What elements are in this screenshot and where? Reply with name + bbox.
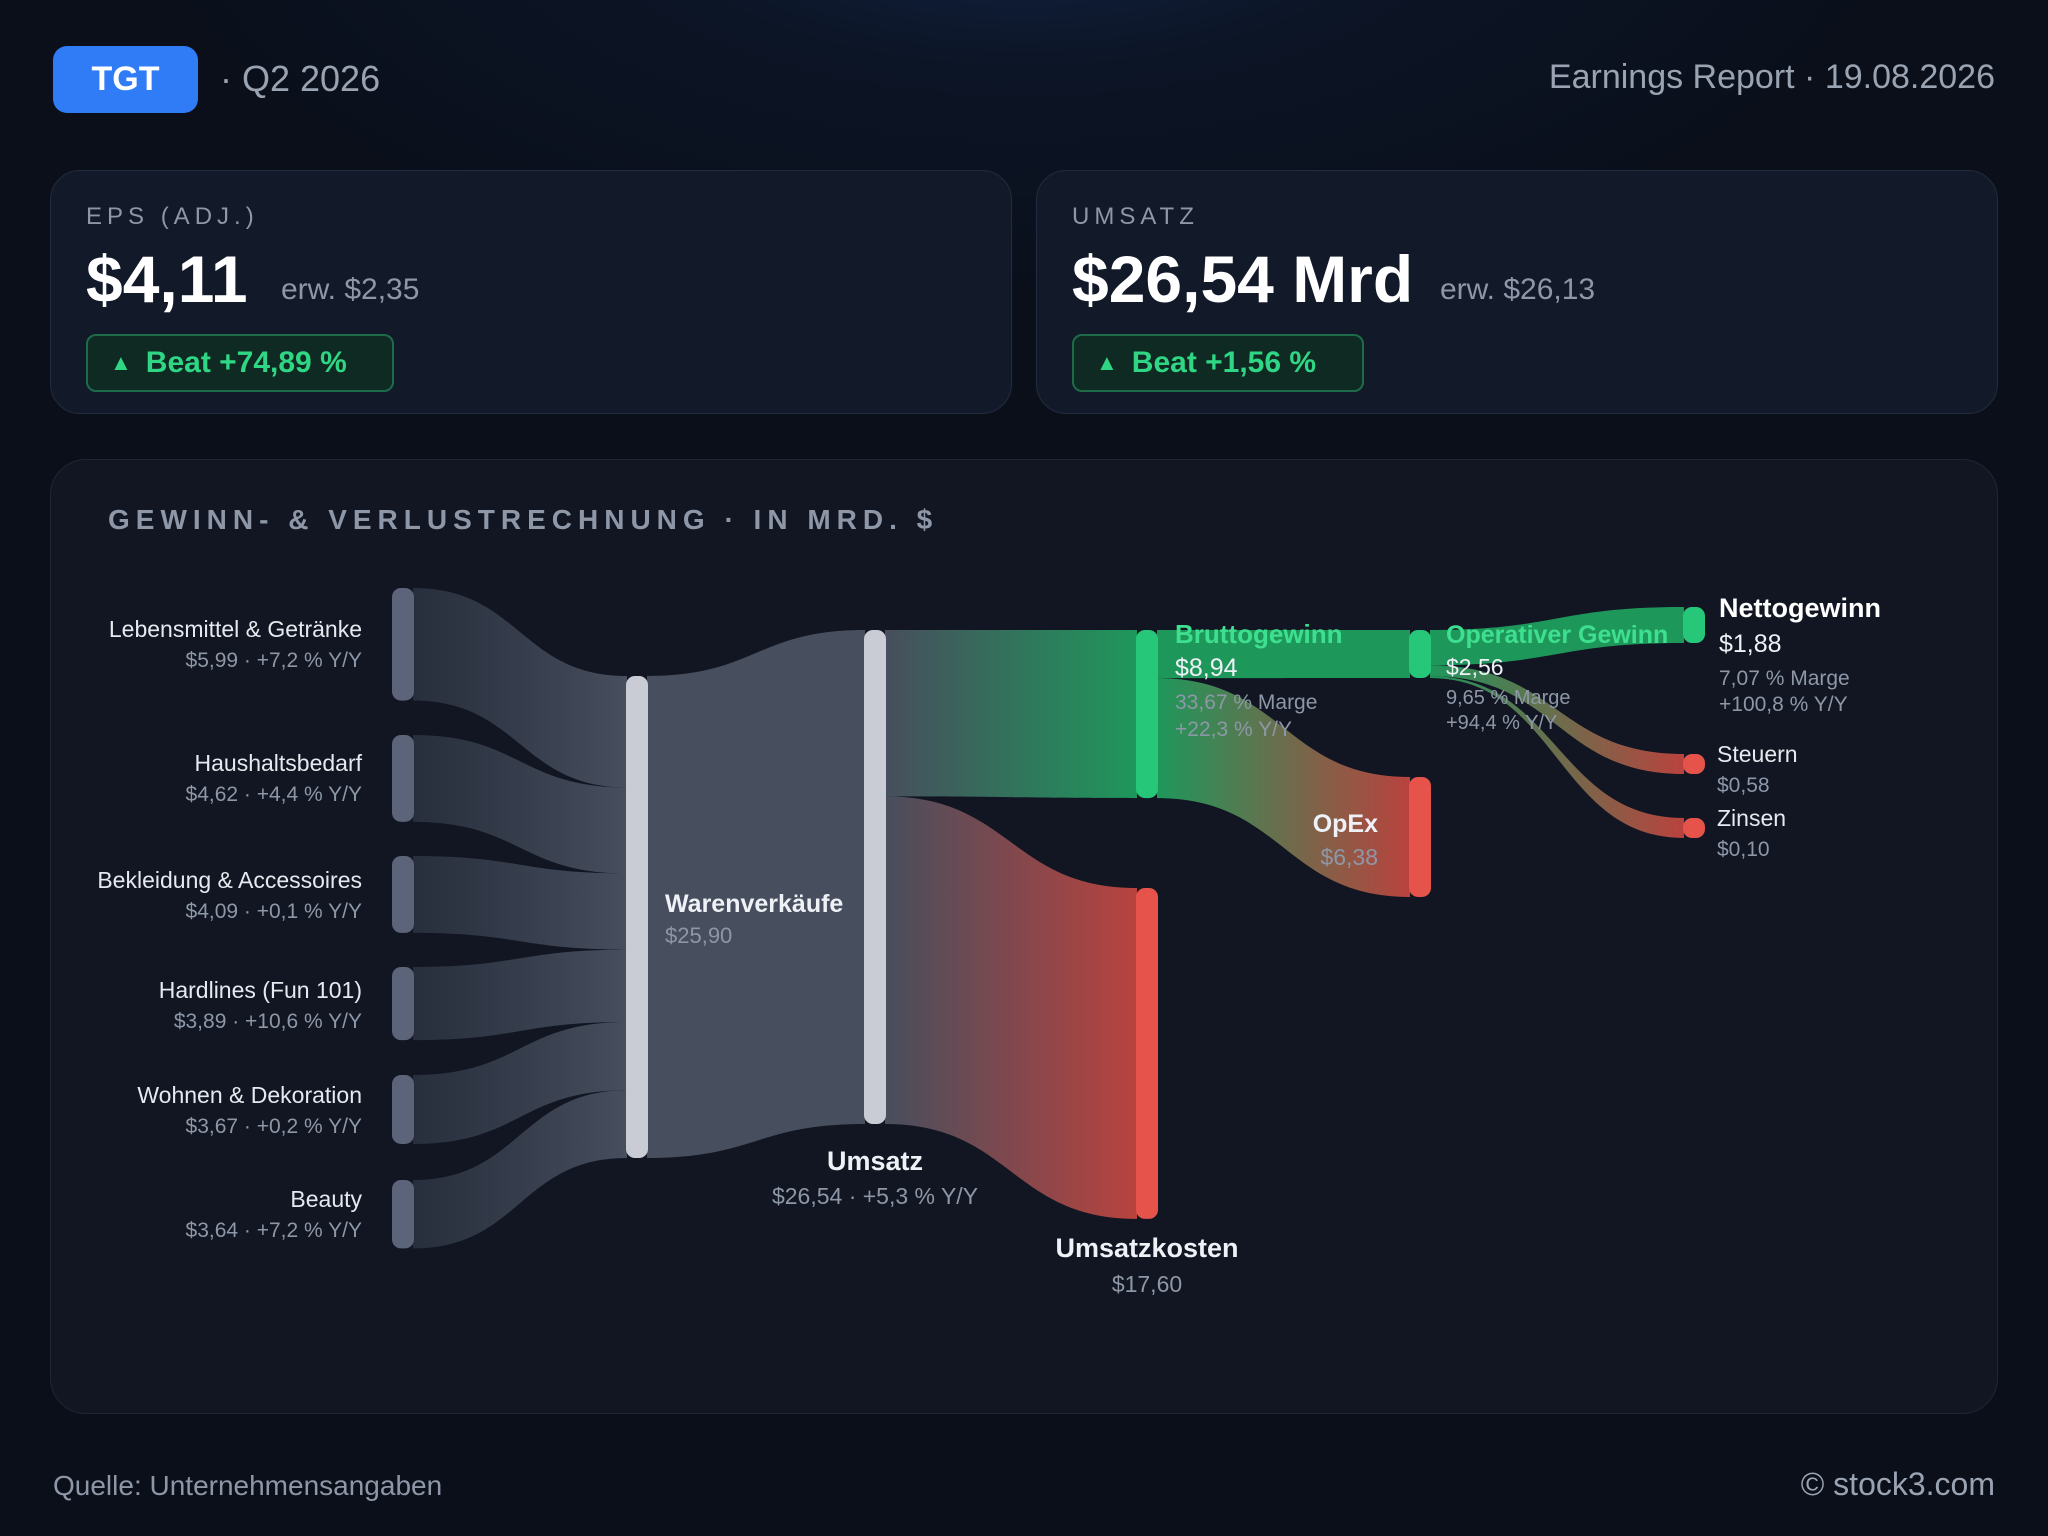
node-brutto	[1136, 630, 1158, 799]
eps-card: EPS (ADJ.) $4,11 erw. $2,35 ▲ Beat +74,8…	[50, 170, 1012, 414]
eps-beat-badge: ▲ Beat +74,89 %	[86, 334, 394, 392]
node-operativ	[1409, 630, 1431, 678]
margin-brutto: 33,67 % Marge	[1175, 691, 1317, 714]
label-waren: Warenverkäufe	[665, 890, 843, 918]
value-umsatz: $26,54 · +5,3 % Y/Y	[772, 1183, 978, 1209]
value-beauty: $3,64 · +7,2 % Y/Y	[186, 1219, 362, 1242]
link-lebensmittel-waren	[413, 588, 627, 788]
panel-title: GEWINN- & VERLUSTRECHNUNG · IN MRD. $	[108, 504, 939, 535]
label-brutto: Bruttogewinn	[1175, 619, 1343, 649]
triangle-up-icon: ▲	[1096, 350, 1118, 375]
eps-label: EPS (ADJ.)	[86, 203, 259, 230]
node-umsatz	[864, 630, 886, 1124]
link-operativ-steuern	[1430, 665, 1684, 774]
value-netto: $1,88	[1719, 630, 1782, 658]
link-waren-umsatz	[647, 630, 865, 1158]
label-zinsen: Zinsen	[1717, 805, 1786, 831]
yoy-netto: +100,8 % Y/Y	[1719, 693, 1848, 716]
eps-value: $4,11	[86, 242, 248, 316]
credit-note: © stock3.com	[1800, 1466, 1995, 1502]
revenue-label: UMSATZ	[1072, 203, 1199, 230]
link-umsatz-brutto	[885, 630, 1137, 799]
quarter-label: · Q2 2026	[220, 58, 381, 99]
link-brutto-opex	[1157, 678, 1410, 897]
label-haushalt: Haushaltsbedarf	[195, 750, 363, 776]
label-kosten: Umsatzkosten	[1055, 1233, 1238, 1263]
value-hardlines: $3,89 · +10,6 % Y/Y	[174, 1010, 362, 1033]
ticker-badge: TGT	[53, 46, 198, 113]
margin-netto: 7,07 % Marge	[1719, 667, 1850, 690]
yoy-operativ: +94,4 % Y/Y	[1446, 712, 1557, 734]
node-waren	[626, 676, 648, 1158]
label-beauty: Beauty	[290, 1186, 362, 1212]
link-operativ-netto	[1430, 607, 1684, 666]
label-steuern: Steuern	[1717, 741, 1798, 767]
triangle-up-icon: ▲	[110, 350, 132, 375]
node-opex	[1409, 777, 1431, 897]
node-hardlines	[392, 967, 414, 1041]
link-brutto-operativ	[1157, 630, 1410, 679]
value-lebensmittel: $5,99 · +7,2 % Y/Y	[186, 649, 362, 672]
node-zinsen	[1683, 818, 1705, 838]
value-haushalt: $4,62 · +4,4 % Y/Y	[186, 783, 362, 806]
label-operativ: Operativer Gewinn	[1446, 621, 1668, 649]
value-operativ: $2,56	[1446, 654, 1504, 680]
value-kosten: $17,60	[1112, 1271, 1182, 1297]
revenue-beat-text: Beat +1,56 %	[1131, 346, 1317, 379]
node-beauty	[392, 1180, 414, 1249]
revenue-beat-badge: ▲ Beat +1,56 %	[1072, 334, 1364, 392]
value-zinsen: $0,10	[1717, 838, 1770, 861]
link-bekleidung-waren	[413, 856, 627, 950]
link-umsatz-kosten	[885, 796, 1137, 1219]
node-lebensmittel	[392, 588, 414, 701]
link-hardlines-waren	[413, 949, 627, 1041]
node-bekleidung	[392, 856, 414, 933]
revenue-value: $26,54 Mrd	[1072, 242, 1414, 316]
eps-estimate: erw. $2,35	[281, 273, 420, 306]
value-brutto: $8,94	[1175, 654, 1238, 682]
node-kosten	[1136, 888, 1158, 1219]
link-beauty-waren	[413, 1090, 627, 1249]
margin-operativ: 9,65 % Marge	[1446, 687, 1571, 709]
node-steuern	[1683, 754, 1705, 774]
node-wohnen	[392, 1075, 414, 1144]
label-netto: Nettogewinn	[1719, 593, 1881, 623]
eps-beat-text: Beat +74,89 %	[145, 346, 347, 379]
label-wohnen: Wohnen & Dekoration	[137, 1082, 362, 1108]
label-lebensmittel: Lebensmittel & Getränke	[109, 616, 362, 642]
yoy-brutto: +22,3 % Y/Y	[1175, 718, 1292, 741]
revenue-card: UMSATZ $26,54 Mrd erw. $26,13 ▲ Beat +1,…	[1036, 170, 1998, 414]
label-bekleidung: Bekleidung & Accessoires	[97, 867, 362, 893]
link-operativ-zinsen	[1430, 676, 1684, 838]
report-date: Earnings Report · 19.08.2026	[1548, 58, 1995, 96]
label-umsatz: Umsatz	[827, 1146, 923, 1176]
value-wohnen: $3,67 · +0,2 % Y/Y	[186, 1115, 362, 1138]
link-wohnen-waren	[413, 1021, 627, 1144]
node-haushalt	[392, 735, 414, 822]
revenue-estimate: erw. $26,13	[1440, 273, 1596, 306]
link-haushalt-waren	[413, 735, 627, 874]
value-waren: $25,90	[665, 923, 732, 948]
label-hardlines: Hardlines (Fun 101)	[159, 977, 362, 1003]
value-opex: $6,38	[1320, 844, 1378, 870]
label-opex: OpEx	[1313, 810, 1378, 838]
node-netto	[1683, 607, 1705, 643]
value-steuern: $0,58	[1717, 774, 1770, 797]
value-bekleidung: $4,09 · +0,1 % Y/Y	[186, 900, 362, 923]
source-note: Quelle: Unternehmensangaben	[53, 1470, 443, 1501]
